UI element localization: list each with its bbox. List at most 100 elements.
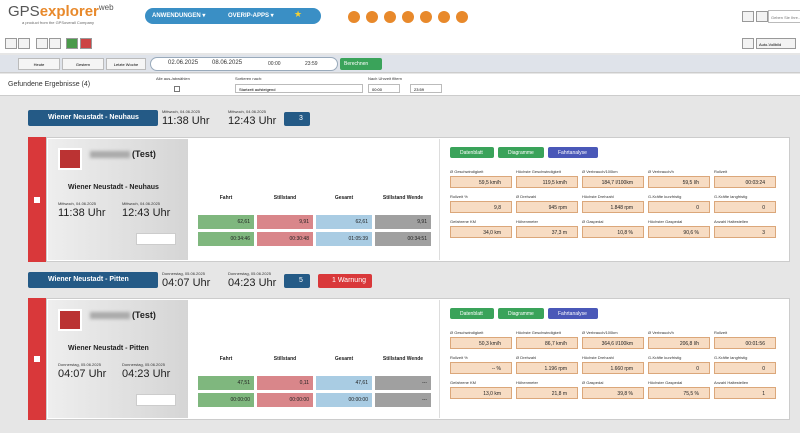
table-panel: [190, 300, 440, 418]
card-button[interactable]: Fahrtanalyse: [548, 308, 598, 319]
stat-label: Anzahl Haltestellen: [714, 219, 749, 224]
icon[interactable]: [36, 38, 48, 49]
stat-label: Rollzeit %: [450, 355, 468, 360]
column-header: Stillstand: [273, 195, 297, 201]
route-tag: Wiener Neustadt - Neuhaus: [28, 110, 158, 126]
start-time: 11:38 Uhr: [162, 115, 210, 127]
stat-value: 50,3 km/h: [450, 337, 512, 349]
column-time: 00:30:48: [257, 232, 313, 246]
nav-item[interactable]: ANWENDUNGEN ▾: [152, 13, 206, 19]
column-header: Stillstand Wende: [382, 195, 424, 201]
card-start-time: 11:38 Uhr: [58, 207, 106, 219]
stat-label: Ø Drehzahl: [516, 355, 537, 360]
icon[interactable]: [49, 38, 61, 49]
date-from: 02.06.2025: [168, 60, 199, 66]
logo-explorer: explorer: [39, 3, 99, 20]
column-header: Fahrt: [219, 195, 233, 201]
stat-label: Gefahrene KM: [450, 219, 477, 224]
stat-value: -- %: [450, 362, 512, 374]
stat-label: Ø Gaspedal: [582, 219, 604, 224]
favorites[interactable]: ★: [294, 9, 303, 19]
date-to: 08.06.2025: [212, 60, 243, 66]
icon[interactable]: [456, 11, 468, 23]
quick-filter[interactable]: Heute: [18, 58, 60, 70]
sort-select[interactable]: Startzeit aufsteigend: [235, 84, 363, 93]
card-button[interactable]: Diagramme: [498, 147, 544, 158]
stat-value: 75,5 %: [648, 387, 710, 399]
column-header: Gesamt: [334, 356, 354, 362]
stat-value: 34,0 km: [450, 226, 512, 238]
time-from-input[interactable]: 00:00: [368, 84, 400, 93]
nav-item[interactable]: OVERIP-APPS ▾: [228, 13, 274, 19]
feedback-buttons[interactable]: [136, 233, 176, 245]
stat-value: 21,8 m: [516, 387, 578, 399]
icon[interactable]: [80, 38, 92, 49]
stat-value: 0: [648, 201, 710, 213]
stat-value: 1.848 rpm: [582, 201, 644, 213]
card-button[interactable]: Datenblatt: [450, 308, 494, 319]
stat-label: G-Kräfte kurzfristig: [648, 355, 682, 360]
icon[interactable]: [366, 11, 378, 23]
icon[interactable]: [402, 11, 414, 23]
checkbox[interactable]: [174, 86, 180, 92]
vehicle-photo: [58, 148, 82, 170]
column-value: 0,11: [257, 376, 313, 390]
search-input[interactable]: Geben Sie Ihre...: [768, 10, 800, 23]
tagline: a product from the GPSoverall Company: [22, 20, 95, 25]
icon[interactable]: [742, 38, 754, 49]
icon[interactable]: [384, 11, 396, 23]
quick-filter[interactable]: Letzte Woche: [106, 58, 146, 70]
card-button[interactable]: Datenblatt: [450, 147, 494, 158]
icon[interactable]: [742, 11, 754, 22]
stat-value: 1.660 rpm: [582, 362, 644, 374]
stat-value: 206,8 l/h: [648, 337, 710, 349]
stat-label: Höhenmeter: [516, 380, 539, 385]
column-time: 00:00:00: [257, 393, 313, 407]
card-button[interactable]: Fahrtanalyse: [548, 147, 598, 158]
stat-value: 3: [714, 226, 776, 238]
stat-label: Ø Verbrauch/h: [648, 330, 674, 335]
submit-button[interactable]: Berechnen: [340, 58, 382, 70]
stat-value: 0: [714, 201, 776, 213]
icon[interactable]: [438, 11, 450, 23]
stat-value: 00:03:24: [714, 176, 776, 188]
checkbox[interactable]: [34, 356, 40, 362]
icon[interactable]: [18, 38, 30, 49]
quick-filter[interactable]: Gestern: [62, 58, 104, 70]
icon[interactable]: [348, 11, 360, 23]
stat-label: Höchster Gaspedal: [648, 219, 683, 224]
stat-value: 00:01:56: [714, 337, 776, 349]
stat-label: Gefahrene KM: [450, 380, 477, 385]
icon[interactable]: [420, 11, 432, 23]
column-time: 00:34:46: [198, 232, 254, 246]
end-day: Mittwoch, 04.06.2025: [228, 109, 267, 114]
stat-label: Rollzeit: [714, 330, 728, 335]
card-button[interactable]: Diagramme: [498, 308, 544, 319]
checkbox[interactable]: [34, 196, 40, 203]
stat-value: 59,5 l/h: [648, 176, 710, 188]
stat-label: Ø Geschwindigkeit: [450, 330, 484, 335]
stat-label: G-Kräfte kurzfristig: [648, 194, 682, 199]
results-count: Gefundene Ergebnisse (4): [8, 81, 91, 88]
icon[interactable]: [5, 38, 17, 49]
stat-value: 0: [648, 362, 710, 374]
stat-label: Anzahl Haltestellen: [714, 380, 749, 385]
warning-badge: 1 Warnung: [318, 274, 372, 288]
select-all[interactable]: Alle aus-/abwählen: [156, 76, 190, 81]
icon[interactable]: [756, 11, 768, 22]
column-value: 62,61: [316, 215, 372, 229]
column-value: ---: [375, 376, 431, 390]
fullscreen-button[interactable]: Auto-Vollbild: [756, 38, 796, 49]
icon[interactable]: [66, 38, 78, 49]
feedback-buttons[interactable]: [136, 394, 176, 406]
column-header: Stillstand: [273, 356, 297, 362]
time-to-input[interactable]: 23:59: [410, 84, 442, 93]
stat-value: 945 rpm: [516, 201, 578, 213]
stat-label: Ø Verbrauch/100km: [582, 330, 618, 335]
vehicle-name: (Test): [132, 149, 156, 159]
sort-label: Sortieren nach:: [235, 76, 263, 81]
logo: GPSexplorerweb: [8, 3, 114, 20]
stat-label: Höhenmeter: [516, 219, 539, 224]
date-range[interactable]: [150, 57, 338, 71]
